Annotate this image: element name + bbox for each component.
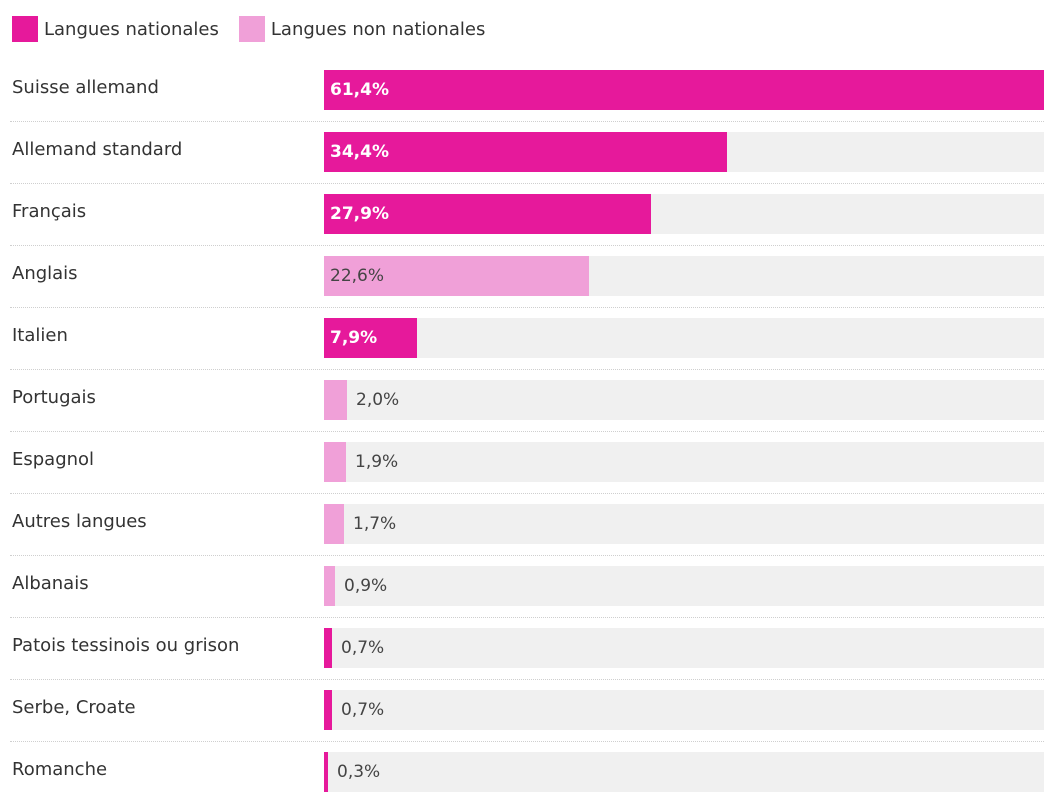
category-label: Romanche (12, 759, 108, 780)
bar-row-serbe-croate: Serbe, Croate 0,7% (0, 680, 1044, 742)
bar-track: 61,4% (324, 70, 1044, 110)
value-label: 0,7% (341, 638, 385, 658)
bar-track: 22,6% (324, 256, 1044, 296)
bar-row-albanais: Albanais 0,9% (0, 556, 1044, 618)
category-label: Autres langues (12, 511, 147, 532)
bar-row-allemand-standard: Allemand standard 34,4% (0, 122, 1044, 184)
bar-track: 27,9% (324, 194, 1044, 234)
bar (324, 380, 347, 420)
bar-row-anglais: Anglais 22,6% (0, 246, 1044, 308)
legend-item-national: Langues nationales (12, 16, 219, 42)
category-label: Portugais (12, 387, 96, 408)
bar (324, 566, 335, 606)
bar (324, 318, 417, 358)
category-label: Français (12, 201, 87, 222)
legend-label-national: Langues nationales (44, 18, 219, 40)
value-label: 0,3% (337, 762, 381, 782)
bar (324, 70, 1044, 110)
bar-track: 7,9% (324, 318, 1044, 358)
bar-row-autres-langues: Autres langues 1,7% (0, 494, 1044, 556)
legend-swatch-non-national (238, 16, 265, 42)
bar-row-espagnol: Espagnol 1,9% (0, 432, 1044, 494)
legend-item-non-national: Langues non nationales (238, 16, 486, 42)
legend-swatch-national (12, 16, 38, 42)
bar-track: 34,4% (324, 132, 1044, 172)
bar-row-portugais: Portugais 2,0% (0, 370, 1044, 432)
category-label: Serbe, Croate (12, 697, 136, 718)
category-label: Albanais (12, 573, 89, 594)
bar (324, 132, 727, 172)
category-label: Allemand standard (12, 139, 183, 160)
bar (324, 752, 328, 792)
category-label: Espagnol (12, 449, 95, 470)
value-label: 61,4% (330, 80, 389, 100)
value-label: 7,9% (330, 328, 378, 348)
bar-track: 0,3% (324, 752, 1044, 792)
bar-row-italien: Italien 7,9% (0, 308, 1044, 370)
bar (324, 504, 344, 544)
value-label: 0,9% (344, 576, 388, 596)
bar-track: 0,9% (324, 566, 1044, 606)
category-label: Patois tessinois ou grison (12, 635, 240, 656)
chart-legend: Langues nationales Langues non nationale… (12, 16, 505, 42)
value-label: 22,6% (330, 266, 385, 286)
bar-row-suisse-allemand: Suisse allemand 61,4% (0, 60, 1044, 122)
bar (324, 256, 589, 296)
bar (324, 628, 332, 668)
value-label: 1,9% (355, 452, 399, 472)
bar (324, 690, 332, 730)
value-label: 1,7% (353, 514, 397, 534)
bar (324, 442, 346, 482)
bar-track: 2,0% (324, 380, 1044, 420)
bar-chart: Suisse allemand 61,4% Allemand standard 34,… (0, 60, 1044, 804)
bar-row-francais: Français 27,9% (0, 184, 1044, 246)
value-label: 0,7% (341, 700, 385, 720)
bar-row-romanche: Romanche 0,3% (0, 742, 1044, 804)
value-label: 34,4% (330, 142, 389, 162)
bar-track: 0,7% (324, 628, 1044, 668)
category-label: Italien (12, 325, 68, 346)
category-label: Anglais (12, 263, 78, 284)
category-label: Suisse allemand (12, 77, 159, 98)
value-label: 2,0% (356, 390, 400, 410)
legend-label-non-national: Langues non nationales (270, 18, 486, 40)
bar-track: 0,7% (324, 690, 1044, 730)
bar-row-patois-tessinois-ou-grison: Patois tessinois ou grison 0,7% (0, 618, 1044, 680)
bar (324, 194, 651, 234)
bar-track: 1,7% (324, 504, 1044, 544)
value-label: 27,9% (330, 204, 389, 224)
bar-track: 1,9% (324, 442, 1044, 482)
